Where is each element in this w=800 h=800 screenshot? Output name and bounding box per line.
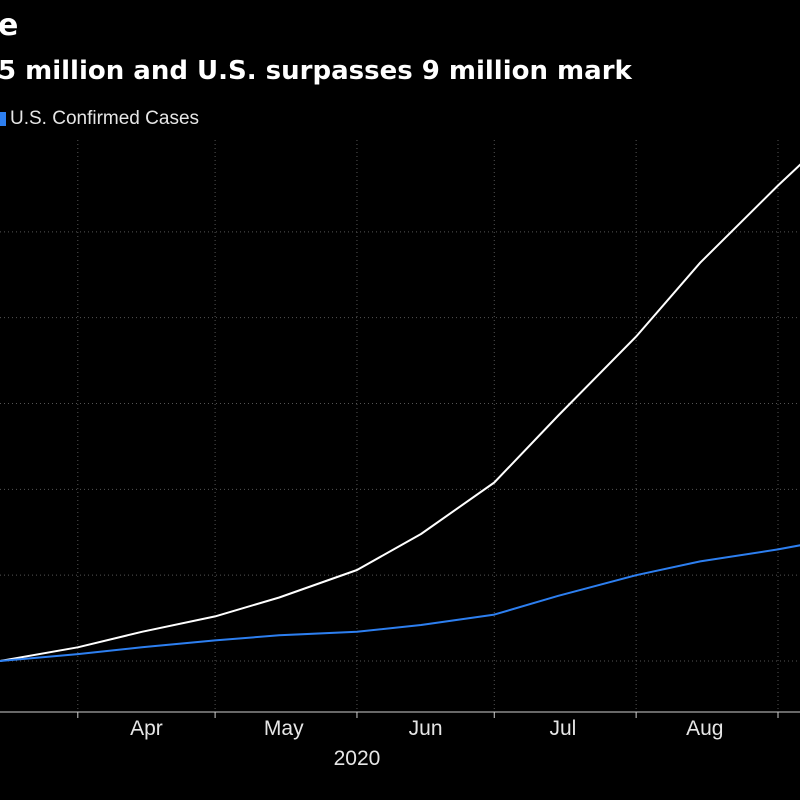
- series-line-us: [0, 544, 800, 662]
- x-tick-label: Jul: [549, 717, 576, 740]
- legend-label-us: U.S. Confirmed Cases: [10, 108, 200, 129]
- chart-title: e: [0, 8, 19, 43]
- legend-swatch-us: [0, 112, 6, 126]
- x-tick-label: Aug: [686, 717, 723, 740]
- series-line-global: [0, 163, 800, 662]
- grid: [0, 140, 800, 712]
- legend: U.S. Confirmed Cases: [0, 106, 199, 132]
- x-tick-label: Jun: [409, 717, 443, 740]
- chart-subtitle: 5 million and U.S. surpasses 9 million m…: [0, 56, 632, 86]
- x-axis: [0, 711, 800, 718]
- x-tick-label: May: [264, 717, 304, 740]
- x-axis-labels: AprMayJunJulAugS2020: [130, 717, 723, 770]
- x-year-label: 2020: [334, 747, 381, 770]
- x-tick-label: Apr: [130, 717, 163, 740]
- series-lines: [0, 163, 800, 662]
